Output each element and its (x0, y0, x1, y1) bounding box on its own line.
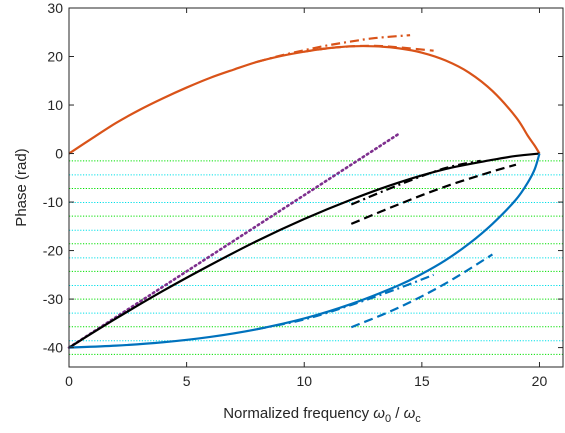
x-tick-label-5: 5 (183, 373, 191, 389)
series-9-dashed-line (350, 253, 494, 329)
series-1-dashdot-line (256, 34, 411, 63)
x-axis-label-prefix: Normalized frequency (223, 405, 373, 422)
x-tick-label-15: 15 (414, 373, 430, 389)
y-tick-label--20: -20 (43, 243, 63, 259)
x-axis-label: Normalized frequency ω0 / ωc (223, 405, 421, 425)
x-axis-num-symbol: ω (373, 405, 385, 422)
x-tick-label-10: 10 (296, 373, 312, 389)
y-tick-label-10: 10 (47, 97, 63, 113)
series-0-solid-line (68, 44, 541, 155)
series-lines (67, 34, 541, 349)
y-tick-label--10: -10 (43, 194, 63, 210)
x-tick-label-0: 0 (65, 373, 73, 389)
y-tick-label-30: 30 (47, 0, 63, 16)
reference-lines (69, 160, 563, 355)
series-2-dashed-line (304, 44, 434, 53)
series-6-dashed-line (350, 163, 517, 225)
series-3-dotted-line (67, 132, 400, 349)
y-tick-label-20: 20 (47, 49, 63, 65)
axis-ticks: 0 5 10 15 20 -40 -30 -20 -10 0 10 20 30 (43, 0, 563, 389)
x-axis-separator: / (391, 405, 404, 422)
x-tick-label-20: 20 (532, 373, 548, 389)
series-7-solid-line (68, 153, 541, 349)
x-axis-num-sub: 0 (385, 413, 391, 425)
y-axis-label: Phase (rad) (13, 148, 30, 226)
y-tick-label--40: -40 (43, 340, 63, 356)
x-axis-den-symbol: ω (404, 405, 416, 422)
y-tick-label-0: 0 (55, 146, 63, 162)
x-axis-den-sub: c (415, 413, 421, 425)
plot-frame (68, 7, 564, 368)
y-tick-label--30: -30 (43, 291, 63, 307)
series-5-dashdot-line (350, 159, 481, 206)
series-8-dashdot-line (256, 273, 435, 331)
series-4-solid-line (68, 152, 540, 349)
